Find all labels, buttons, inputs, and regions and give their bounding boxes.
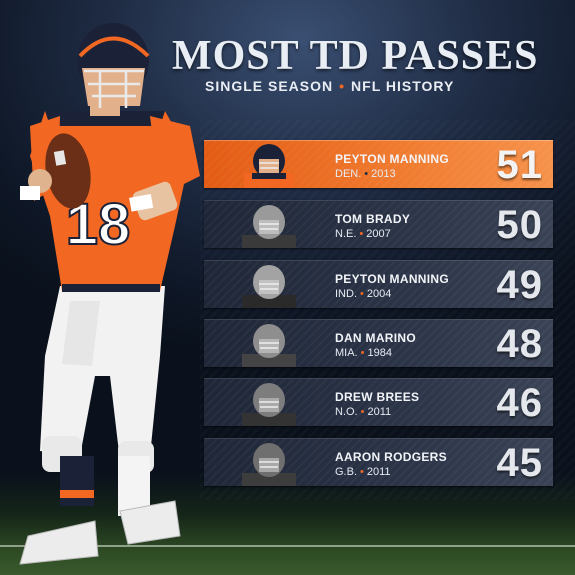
bullet-separator: • [360, 347, 365, 359]
td-count: 48 [496, 322, 543, 366]
player-headshot-icon [224, 263, 314, 308]
page-subtitle: SINGLE SEASON • NFL HISTORY [205, 78, 545, 94]
team: IND. [335, 288, 357, 300]
leaderboard-row: PEYTON MANNING IND. • 2004 49 [204, 260, 553, 308]
season-year: 1984 [367, 347, 392, 359]
player-name: PEYTON MANNING [335, 272, 449, 286]
td-count: 45 [496, 441, 543, 485]
player-team-year: G.B. • 2011 [335, 466, 391, 478]
page-title: MOST TD PASSES [172, 33, 539, 79]
bullet-separator: • [364, 168, 369, 180]
season-year: 2011 [366, 466, 391, 478]
leaderboard-row: AARON RODGERS G.B. • 2011 45 [204, 438, 553, 486]
team: N.E. [335, 228, 357, 240]
player-headshot-icon [224, 441, 314, 486]
leaderboard-row: TOM BRADY N.E. • 2007 50 [204, 200, 553, 248]
player-headshot-icon [224, 203, 314, 248]
td-count: 46 [496, 381, 543, 425]
subtitle-single-season: SINGLE SEASON [205, 78, 334, 94]
leaderboard-row: DREW BREES N.O. • 2011 46 [204, 378, 553, 426]
td-count: 50 [496, 203, 543, 247]
team: N.O. [335, 406, 358, 418]
subtitle-nfl-history: NFL HISTORY [351, 78, 455, 94]
season-year: 2013 [371, 168, 396, 180]
season-year: 2007 [366, 228, 391, 240]
player-name: AARON RODGERS [335, 450, 447, 464]
player-headshot-icon [224, 322, 314, 367]
player-headshot-icon [224, 381, 314, 426]
season-year: 2011 [367, 406, 392, 418]
bullet-separator: • [359, 228, 364, 240]
player-team-year: IND. • 2004 [335, 288, 391, 300]
shoe-icon [19, 520, 99, 565]
bullet-separator: • [360, 288, 364, 300]
team: G.B. [335, 466, 358, 478]
team: MIA. [335, 347, 358, 359]
player-name: PEYTON MANNING [335, 152, 449, 166]
player-name: TOM BRADY [335, 212, 411, 226]
leaderboard-row: DAN MARINO MIA. • 1984 48 [204, 319, 553, 367]
team: DEN. [335, 168, 362, 180]
quarterback-illustration: 18 [19, 23, 200, 565]
bullet-separator: • [360, 466, 364, 478]
player-pants [40, 286, 165, 461]
player-name: DAN MARINO [335, 331, 416, 345]
player-team-year: MIA. • 1984 [335, 347, 392, 359]
td-count: 49 [496, 263, 543, 307]
leaderboard-row: PEYTON MANNING DEN. • 2013 51 [204, 140, 553, 188]
season-year: 2004 [366, 288, 392, 300]
player-name: DREW BREES [335, 390, 420, 404]
player-team-year: DEN. • 2013 [335, 168, 396, 180]
player-team-year: N.O. • 2011 [335, 406, 391, 418]
bullet-separator: • [360, 406, 365, 418]
td-count: 51 [496, 143, 543, 187]
player-team-year: N.E. • 2007 [335, 228, 391, 240]
player-headshot-icon [224, 143, 314, 188]
bullet-separator: • [339, 78, 346, 94]
